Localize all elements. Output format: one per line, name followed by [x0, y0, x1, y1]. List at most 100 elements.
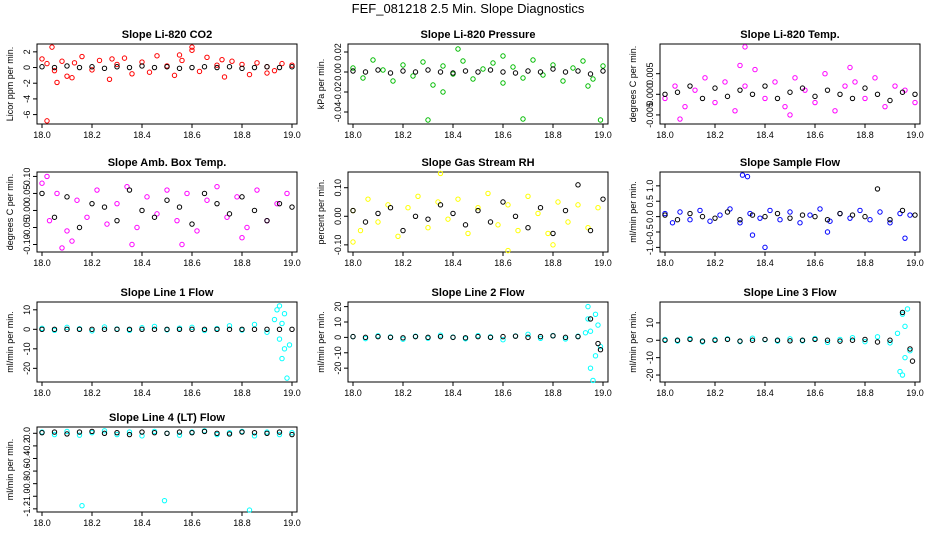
data-point — [677, 116, 683, 122]
series-flagged — [350, 46, 606, 123]
data-point — [899, 309, 906, 316]
data-point — [264, 70, 270, 76]
data-point — [712, 215, 718, 221]
data-point — [286, 342, 293, 348]
data-point — [387, 205, 394, 211]
data-point — [109, 56, 115, 62]
y-tick-label: -0.4 — [22, 451, 32, 467]
data-point — [49, 44, 55, 50]
data-point — [595, 205, 601, 211]
data-point — [462, 222, 469, 228]
data-point — [512, 213, 519, 219]
x-tick-label: 18.2 — [83, 388, 101, 398]
data-point — [699, 213, 706, 220]
data-point — [276, 431, 283, 438]
data-point — [537, 205, 544, 211]
data-point — [862, 338, 868, 345]
data-point — [64, 63, 70, 69]
data-point — [214, 326, 220, 333]
series-flow-corrected — [662, 186, 918, 223]
data-point — [874, 334, 881, 340]
data-point — [749, 335, 756, 341]
panel-line2: Slope Line 2 Flow 18.0 18.2 18.4 18.6 18.8 19.… — [316, 287, 612, 398]
data-point — [71, 60, 78, 66]
data-point — [824, 229, 831, 235]
data-point — [64, 228, 70, 234]
data-point — [857, 207, 863, 214]
data-point — [390, 78, 396, 84]
data-point — [877, 209, 883, 215]
x-tick-label: 19.0 — [906, 258, 924, 268]
data-point — [737, 220, 743, 226]
data-point — [662, 91, 668, 98]
data-point — [276, 326, 283, 333]
data-point — [739, 172, 746, 178]
data-point — [279, 320, 285, 327]
y-tick-label: 0.005 — [645, 62, 655, 85]
x-tick-label: 18.4 — [444, 388, 462, 398]
data-point — [121, 55, 128, 61]
data-point — [852, 79, 858, 85]
panel-line4: Slope Line 4 (LT) Flow 18.0 18.2 18.4 18.6 18… — [5, 412, 301, 528]
data-point — [44, 118, 50, 124]
plot-frame — [659, 171, 921, 253]
data-point — [412, 213, 419, 219]
data-point — [264, 430, 270, 436]
data-point — [189, 429, 195, 436]
data-point — [179, 57, 185, 64]
y-tick-label: -0.2 — [22, 438, 32, 454]
data-point — [74, 197, 80, 203]
data-point — [849, 212, 856, 218]
data-point — [176, 65, 183, 72]
data-point — [737, 62, 743, 69]
data-point — [357, 227, 364, 234]
data-point — [500, 53, 506, 59]
data-point — [176, 204, 183, 210]
data-point — [281, 311, 288, 317]
y-tick-label: -1.0 — [645, 240, 655, 256]
data-point — [902, 235, 908, 241]
data-point — [400, 335, 406, 341]
data-point — [430, 82, 436, 88]
y-tick-label: -1.2 — [22, 501, 32, 517]
y-tick-label: -0.10 — [22, 234, 32, 255]
y-axis-label: ml/min per min. — [5, 439, 15, 501]
data-point — [744, 173, 751, 180]
panel-line3: Slope Line 3 Flow 18.0 18.2 18.4 18.6 18.8 19.… — [628, 287, 924, 398]
y-tick-label: 0.000 — [645, 83, 655, 106]
data-point — [405, 205, 411, 211]
data-point — [89, 67, 95, 73]
data-point — [907, 346, 913, 352]
data-point — [51, 429, 58, 435]
y-tick-label: 10 — [333, 317, 343, 327]
data-point — [525, 225, 531, 231]
data-point — [276, 303, 283, 309]
x-tick-label: 19.0 — [283, 130, 301, 140]
data-point — [837, 338, 843, 344]
data-point — [226, 323, 233, 329]
x-tick-label: 18.0 — [656, 130, 674, 140]
data-point — [189, 47, 195, 53]
data-point — [254, 187, 260, 193]
panel-title: Slope Li-820 CO2 — [122, 29, 212, 41]
data-point — [214, 430, 220, 436]
data-point — [101, 428, 108, 434]
data-point — [455, 46, 461, 52]
data-point — [849, 337, 856, 343]
data-point — [575, 68, 581, 74]
data-point — [787, 112, 793, 118]
data-point — [224, 214, 230, 220]
panel-title: Slope Sample Flow — [740, 157, 841, 169]
data-point — [440, 89, 446, 95]
data-point — [899, 311, 906, 317]
data-point — [762, 83, 768, 89]
data-point — [425, 334, 431, 341]
data-point — [899, 89, 906, 95]
data-point — [545, 230, 551, 237]
data-point — [375, 333, 381, 340]
y-axis-label: degrees C per min. — [628, 46, 638, 123]
data-point — [174, 217, 180, 224]
x-tick-label: 18.6 — [494, 130, 512, 140]
data-point — [480, 66, 486, 72]
y-tick-label: -0.10 — [333, 235, 343, 256]
